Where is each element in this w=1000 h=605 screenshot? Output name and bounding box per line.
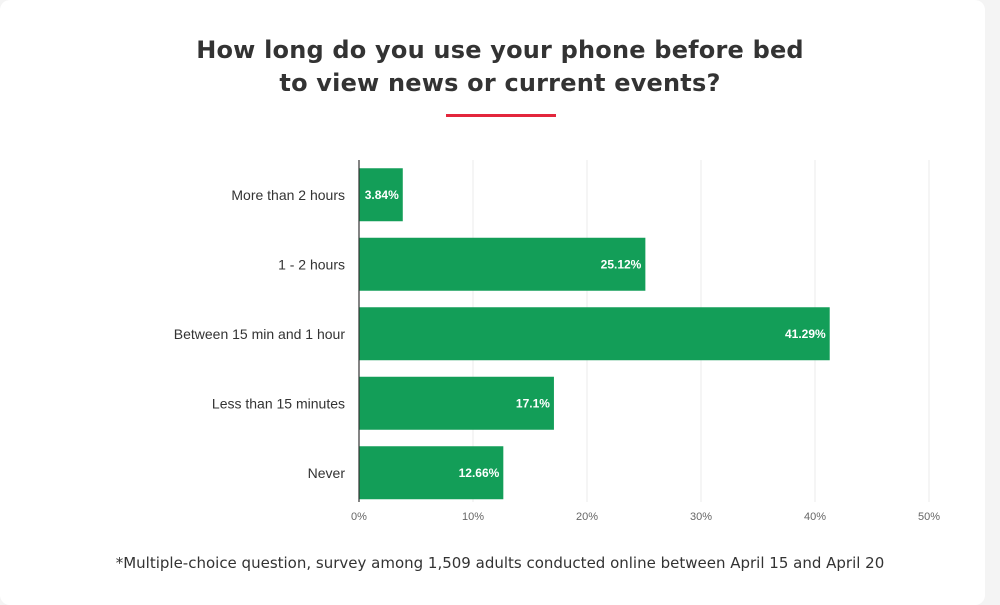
category-label: Between 15 min and 1 hour: [174, 326, 346, 342]
x-tick-label: 30%: [690, 511, 712, 523]
footnote: *Multiple-choice question, survey among …: [115, 554, 885, 572]
x-tick-label: 10%: [462, 511, 484, 523]
labels: 0% 10% 20% 30% 40% 50% More than 2 hours 3.84% 1…: [174, 187, 940, 523]
data-label: 12.66%: [459, 466, 500, 480]
bars: [359, 168, 830, 500]
bar: [359, 446, 504, 500]
category-label: 1 - 2 hours: [278, 256, 345, 272]
data-label: 41.29%: [785, 327, 826, 341]
bar: [359, 168, 403, 222]
x-tick-label: 40%: [804, 511, 826, 523]
x-tick-label: 50%: [918, 511, 940, 523]
data-label: 17.1%: [516, 396, 550, 410]
bar: [359, 307, 830, 361]
chart-title-line-1: How long do you use your phone before be…: [196, 36, 804, 64]
chart-title: How long do you use your phone before be…: [0, 34, 1000, 100]
x-tick-label: 20%: [576, 511, 598, 523]
chart-title-line-2: to view news or current events?: [279, 69, 721, 97]
category-label: More than 2 hours: [231, 187, 345, 203]
data-label: 3.84%: [365, 188, 399, 202]
x-tick-label: 0%: [351, 511, 367, 523]
data-label: 25.12%: [601, 257, 642, 271]
category-label: Less than 15 minutes: [212, 395, 345, 411]
bar: [359, 237, 646, 291]
title-underline: [446, 114, 556, 117]
bar: [359, 376, 554, 430]
category-label: Never: [308, 465, 346, 481]
